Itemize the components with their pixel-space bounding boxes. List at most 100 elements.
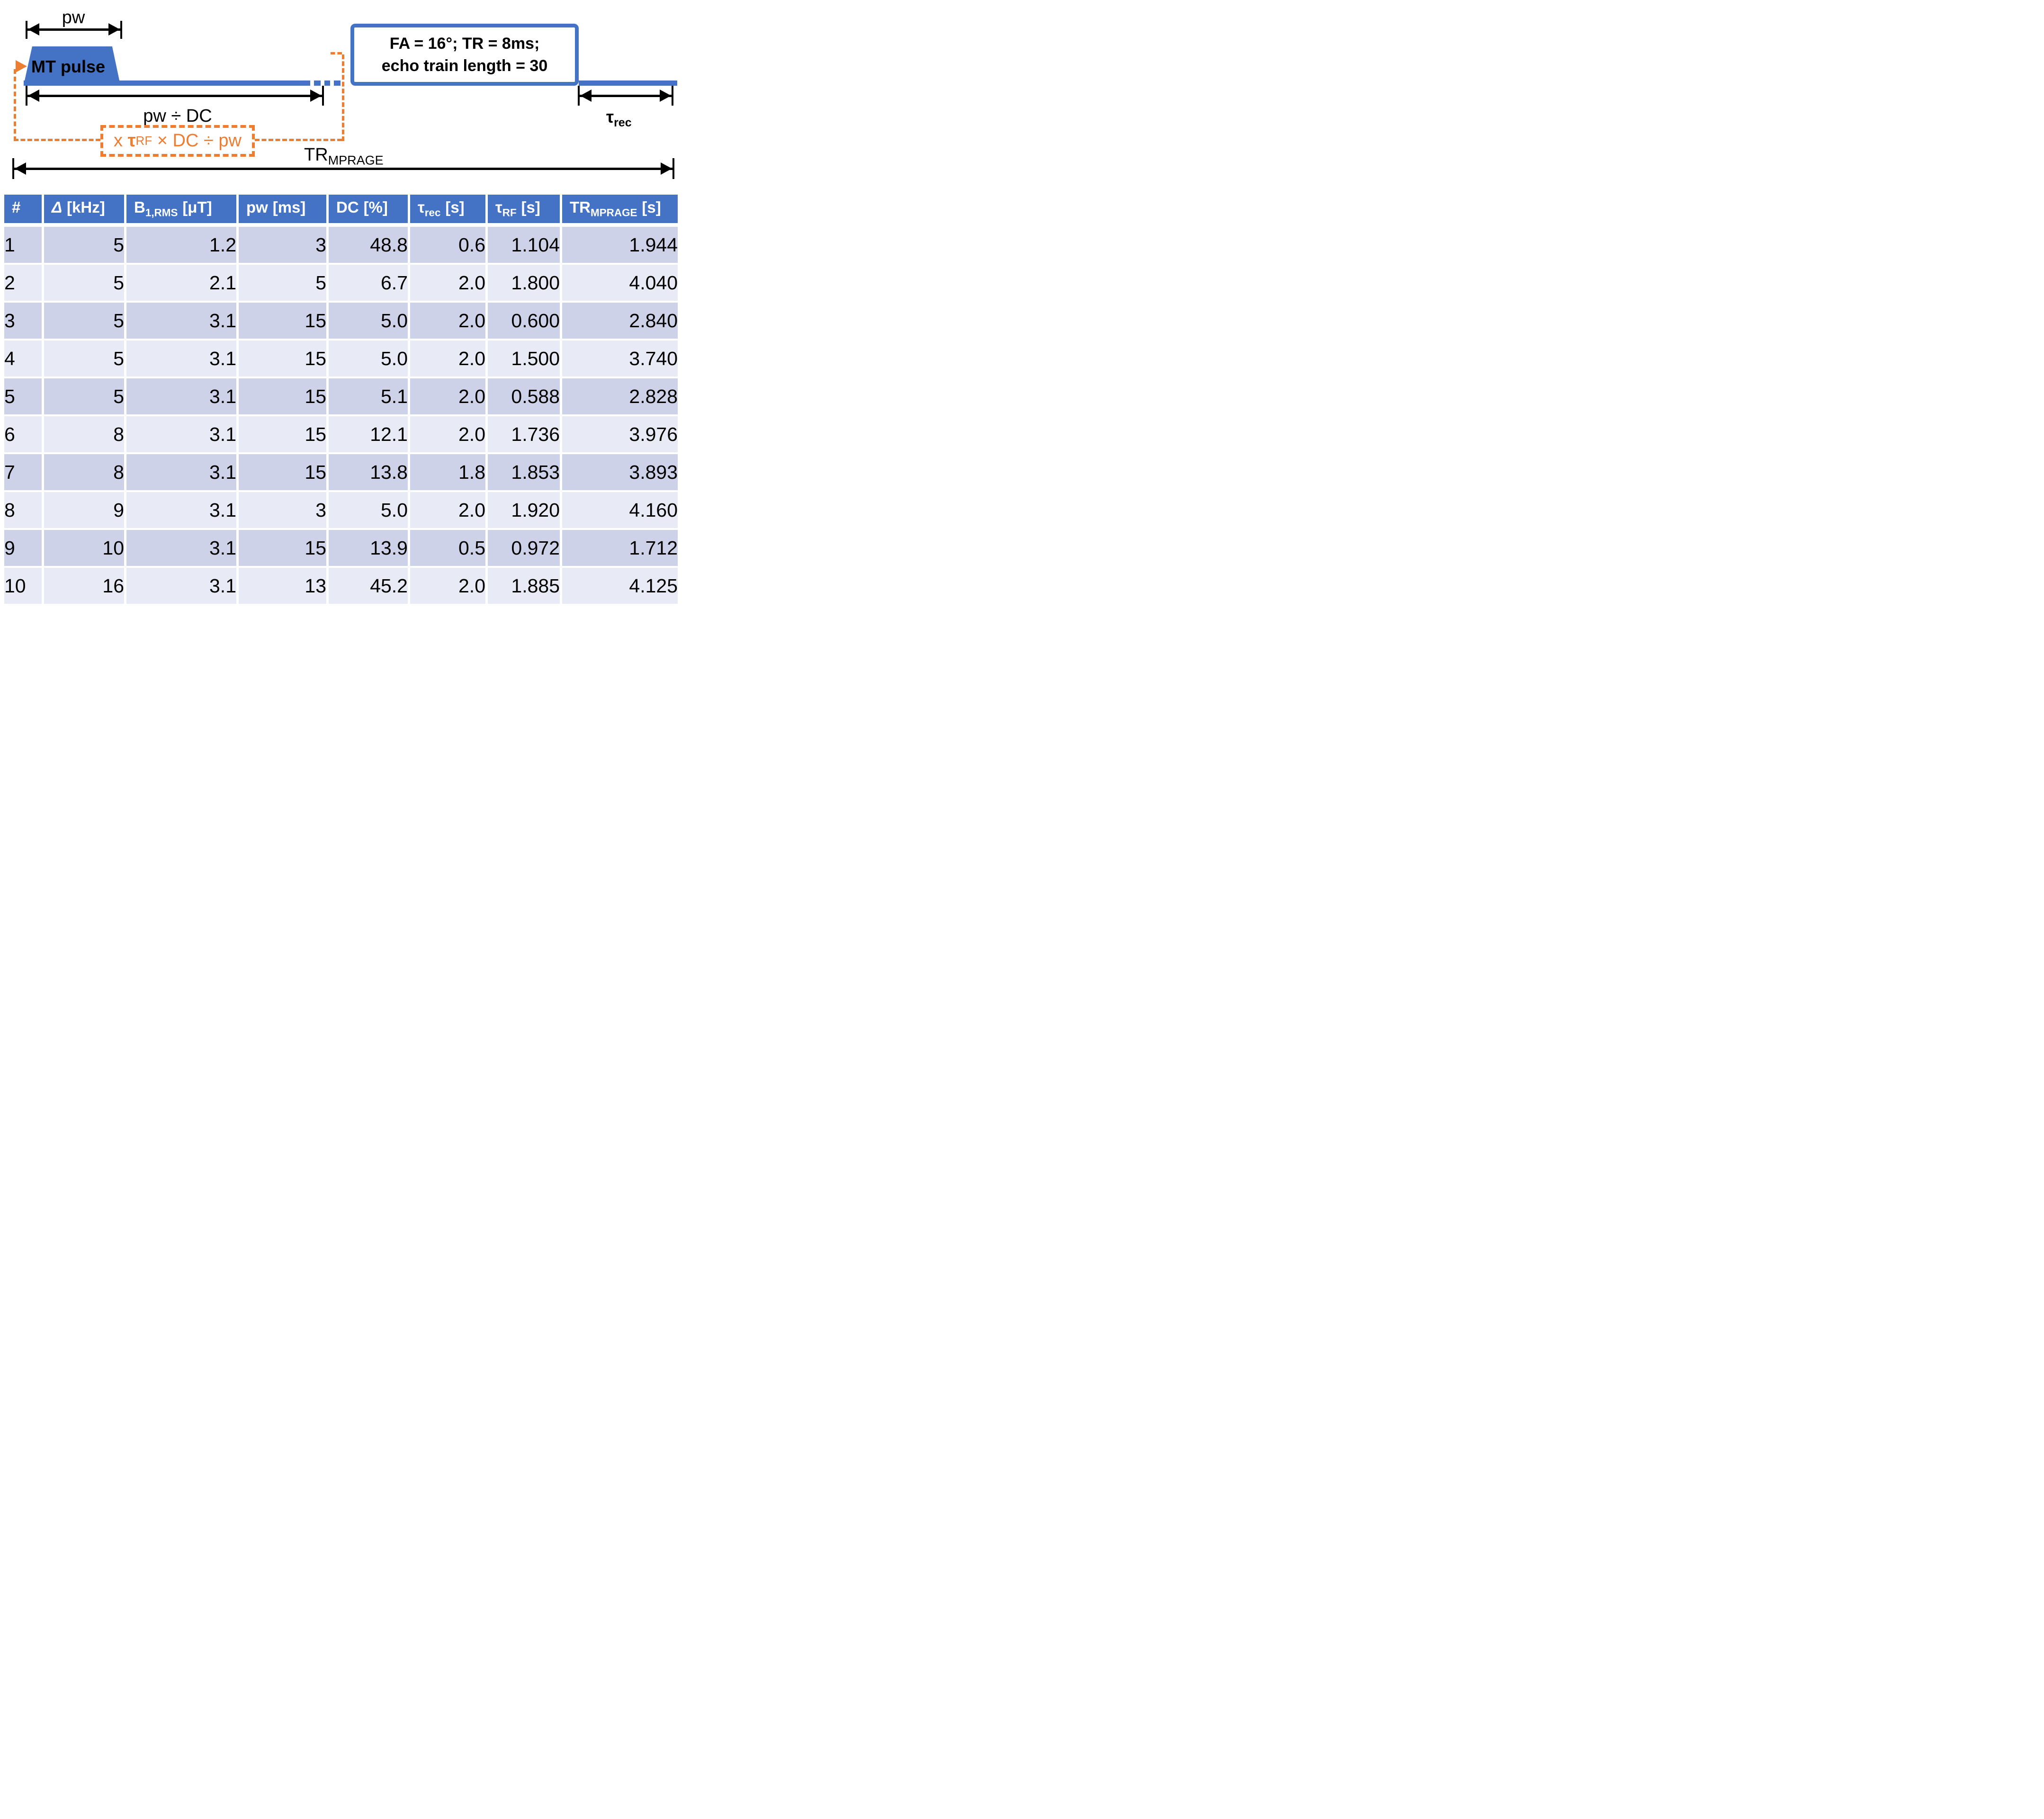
pw-arrow-tick-right <box>120 21 122 39</box>
pulse-sequence-diagram: pw MT pulse FA = 16°; TR = 8ms; echo tra… <box>0 0 681 193</box>
cell-trec: 0.5 <box>410 530 485 566</box>
trmprage-arrow-tick-right <box>672 158 674 179</box>
pwdc-arrow-tick-left <box>26 86 27 106</box>
cell-pw: 15 <box>239 303 326 339</box>
cell-trmprage: 4.125 <box>562 568 678 604</box>
formula-tau-sub: RF <box>135 134 152 148</box>
pw-arrow-tick-left <box>26 21 27 39</box>
pw-arrow <box>27 28 121 31</box>
cell-dc: 5.0 <box>329 303 408 339</box>
baseline-break-dash <box>314 81 321 86</box>
cell-index: 6 <box>4 416 42 452</box>
cell-pw: 15 <box>239 454 326 490</box>
trmprage-arrowhead-right-icon <box>661 162 672 175</box>
baseline-break-dash <box>334 81 341 86</box>
cell-trmprage: 1.712 <box>562 530 678 566</box>
cell-trmprage: 4.040 <box>562 265 678 301</box>
cell-b1rms: 3.1 <box>126 492 236 528</box>
cell-dc: 13.8 <box>329 454 408 490</box>
trmprage-arrow-tick-left <box>12 158 14 179</box>
table-body: 1 5 1.2 3 48.8 0.6 1.104 1.944 2 5 2.1 5… <box>4 227 678 604</box>
cell-index: 2 <box>4 265 42 301</box>
cell-delta: 5 <box>44 341 124 376</box>
cell-pw: 13 <box>239 568 326 604</box>
cell-trmprage: 2.840 <box>562 303 678 339</box>
cell-b1rms: 3.1 <box>126 530 236 566</box>
pwdc-arrowhead-left-icon <box>28 90 39 102</box>
cell-dc: 5.0 <box>329 341 408 376</box>
cell-delta: 5 <box>44 303 124 339</box>
cell-index: 5 <box>4 378 42 414</box>
trec-arrowhead-right-icon <box>660 90 671 102</box>
figure-page: pw MT pulse FA = 16°; TR = 8ms; echo tra… <box>0 0 681 607</box>
cell-b1rms: 1.2 <box>126 227 236 263</box>
cell-trec: 0.6 <box>410 227 485 263</box>
cell-dc: 6.7 <box>329 265 408 301</box>
cell-dc: 45.2 <box>329 568 408 604</box>
table-row: 10 16 3.1 13 45.2 2.0 1.885 4.125 <box>4 568 678 604</box>
cell-trec: 2.0 <box>410 265 485 301</box>
cell-trec: 1.8 <box>410 454 485 490</box>
pw-arrowhead-right-icon <box>108 23 120 36</box>
cell-trmprage: 3.976 <box>562 416 678 452</box>
cell-trf: 1.736 <box>488 416 560 452</box>
mt-pulse-label: MT pulse <box>31 57 106 76</box>
trec-label: τrec <box>606 107 632 130</box>
cell-delta: 5 <box>44 378 124 414</box>
table-header: # Δ [kHz] B1,RMS [μT] pw [ms] DC [%] τrec [s]… <box>4 195 678 225</box>
cell-trmprage: 4.160 <box>562 492 678 528</box>
sequence-baseline-right <box>579 81 677 86</box>
cell-trec: 2.0 <box>410 568 485 604</box>
formula-prefix: x <box>114 131 123 151</box>
cell-trec: 2.0 <box>410 378 485 414</box>
trmprage-arrow <box>14 168 673 170</box>
col-header-dc: DC [%] <box>329 195 408 225</box>
cell-delta: 5 <box>44 265 124 301</box>
cell-trf: 1.853 <box>488 454 560 490</box>
cell-b1rms: 3.1 <box>126 568 236 604</box>
trec-arrow <box>579 95 672 97</box>
cell-trmprage: 2.828 <box>562 378 678 414</box>
cell-index: 10 <box>4 568 42 604</box>
col-header-trmprage: TRMPRAGE [s] <box>562 195 678 225</box>
cell-index: 7 <box>4 454 42 490</box>
table-row: 9 10 3.1 15 13.9 0.5 0.972 1.712 <box>4 530 678 566</box>
table-row: 6 8 3.1 15 12.1 2.0 1.736 3.976 <box>4 416 678 452</box>
cell-trec: 2.0 <box>410 492 485 528</box>
cell-delta: 10 <box>44 530 124 566</box>
loop-dashed-line-bottom-right <box>255 139 342 141</box>
pw-label: pw <box>62 8 85 27</box>
cell-index: 8 <box>4 492 42 528</box>
cell-trf: 0.588 <box>488 378 560 414</box>
cell-trf: 1.104 <box>488 227 560 263</box>
table-row: 1 5 1.2 3 48.8 0.6 1.104 1.944 <box>4 227 678 263</box>
cell-trmprage: 3.893 <box>562 454 678 490</box>
sequence-baseline <box>24 81 310 86</box>
cell-trmprage: 3.740 <box>562 341 678 376</box>
trmprage-arrowhead-left-icon <box>15 162 26 175</box>
loop-dashed-elbow <box>331 52 342 54</box>
table-row: 3 5 3.1 15 5.0 2.0 0.600 2.840 <box>4 303 678 339</box>
col-header-pw: pw [ms] <box>239 195 326 225</box>
col-header-trec: τrec [s] <box>410 195 485 225</box>
table-row: 4 5 3.1 15 5.0 2.0 1.500 3.740 <box>4 341 678 376</box>
loop-arrowhead-icon <box>16 60 27 72</box>
cell-index: 3 <box>4 303 42 339</box>
trec-arrow-tick-right <box>672 86 673 106</box>
cell-trf: 1.885 <box>488 568 560 604</box>
cell-pw: 15 <box>239 416 326 452</box>
col-header-index: # <box>4 195 42 225</box>
cell-dc: 12.1 <box>329 416 408 452</box>
table-header-row: # Δ [kHz] B1,RMS [μT] pw [ms] DC [%] τrec [s]… <box>4 195 678 225</box>
loop-dashed-line-bottom-left <box>14 139 100 141</box>
cell-trec: 2.0 <box>410 303 485 339</box>
pwdc-arrow <box>27 95 323 97</box>
cell-delta: 9 <box>44 492 124 528</box>
cell-trf: 1.920 <box>488 492 560 528</box>
cell-b1rms: 3.1 <box>126 454 236 490</box>
mt-pulse-shape <box>24 46 120 85</box>
baseline-break-dash <box>324 81 330 86</box>
pwdc-arrow-tick-right <box>322 86 324 106</box>
pw-arrowhead-left-icon <box>28 23 39 36</box>
cell-dc: 48.8 <box>329 227 408 263</box>
